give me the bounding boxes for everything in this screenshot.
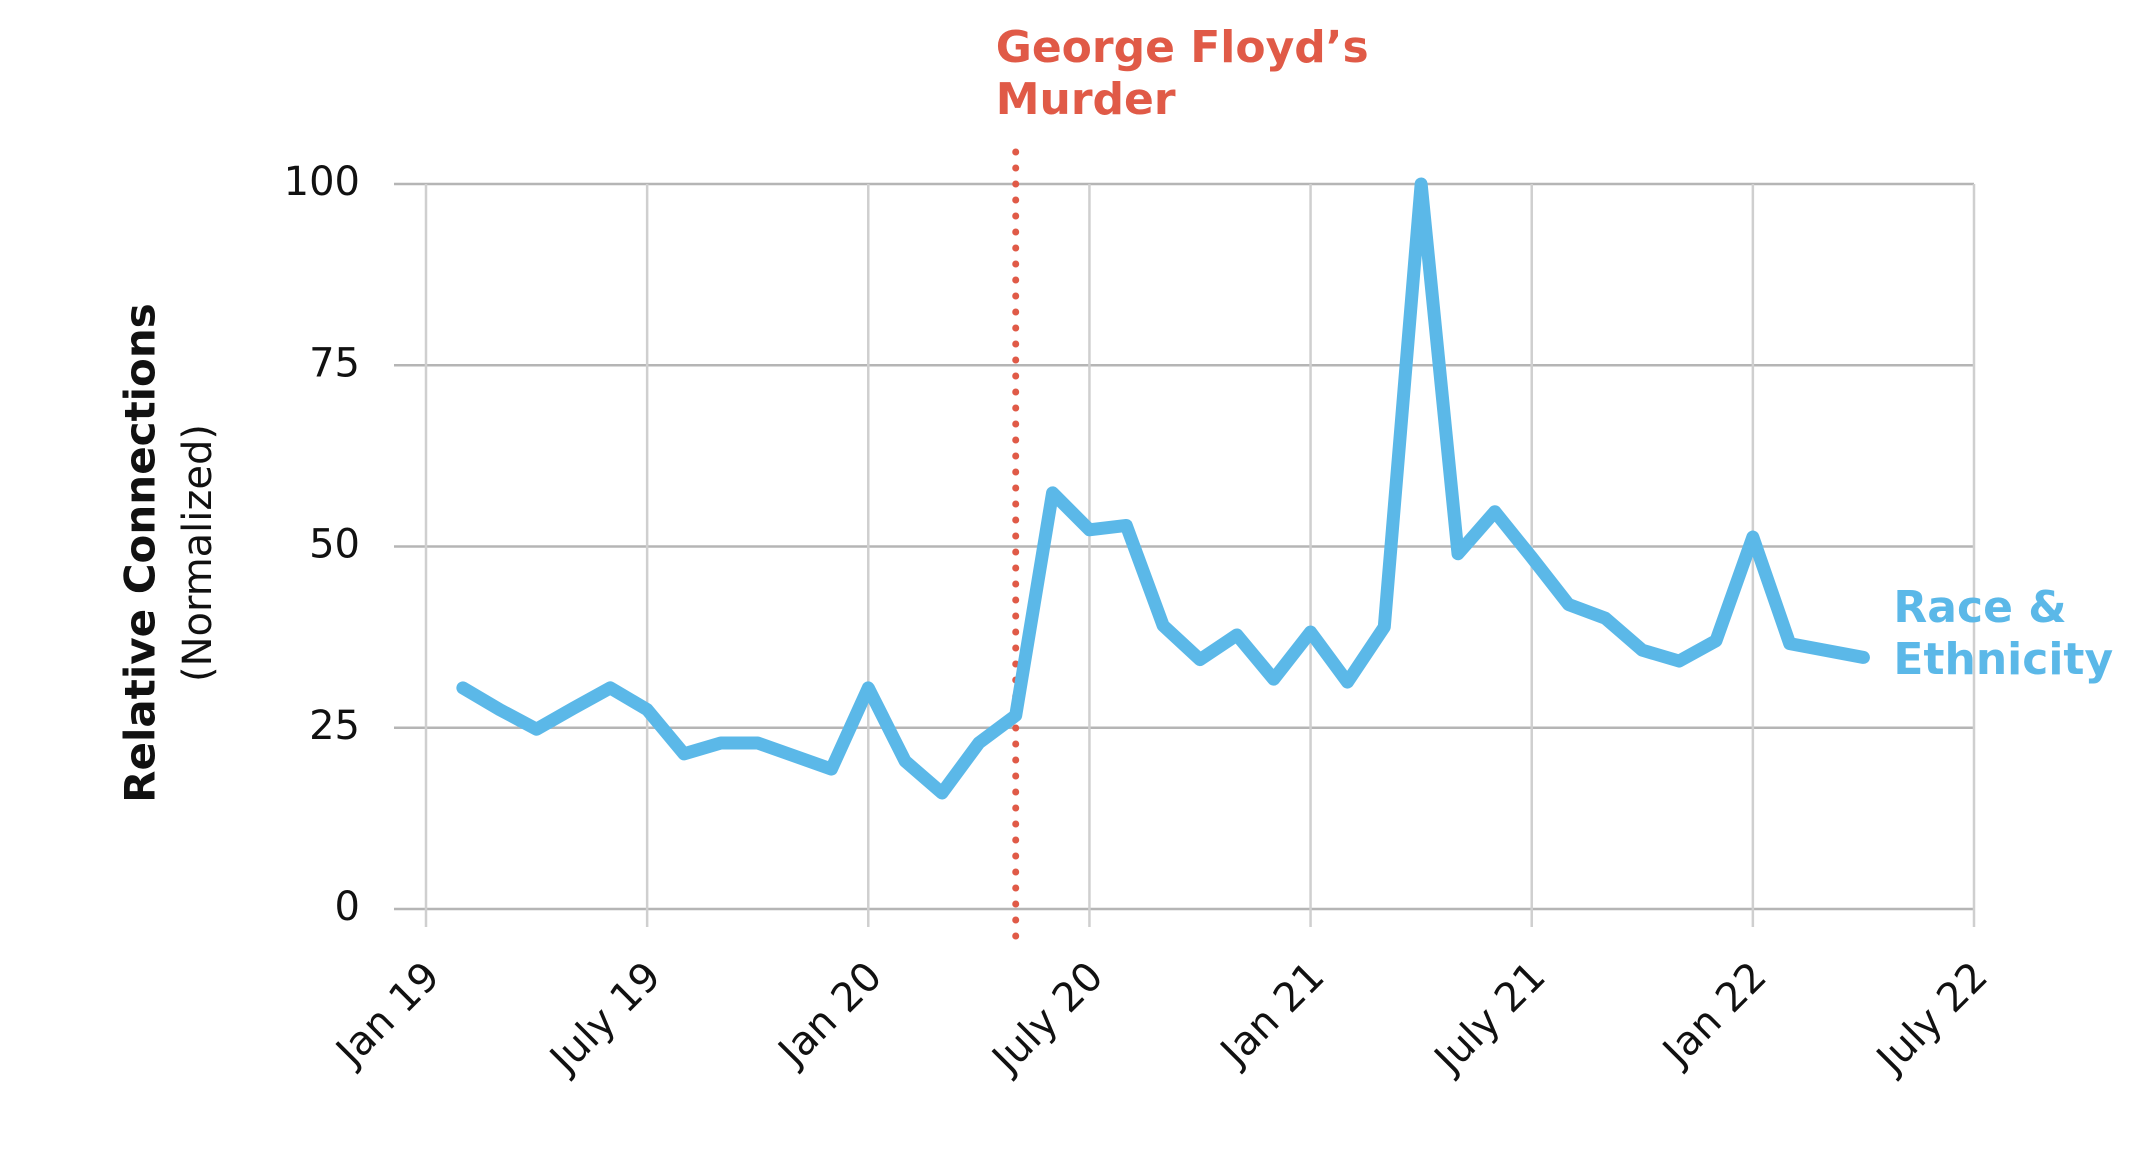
series-label: Race & Ethnicity <box>1893 582 2114 686</box>
y-axis-label: Relative Connections <box>116 303 165 803</box>
x-tick-label: Jan 20 <box>768 953 891 1076</box>
x-tick-label: Jan 19 <box>326 953 449 1076</box>
x-tick-label: July 19 <box>539 953 669 1083</box>
y-axis-label-note: (Normalized) <box>175 424 221 682</box>
x-tick-label: July 20 <box>982 953 1112 1083</box>
x-tick-label: July 21 <box>1424 953 1554 1083</box>
y-tick-label: 0 <box>335 884 360 930</box>
x-tick-label: Jan 21 <box>1210 953 1333 1076</box>
grid <box>394 182 1976 927</box>
y-tick-label: 75 <box>309 340 360 386</box>
x-tick-label: Jan 22 <box>1652 953 1775 1076</box>
y-tick-label: 100 <box>284 159 360 205</box>
y-tick-label: 25 <box>309 703 360 749</box>
y-tick-label: 50 <box>309 522 360 568</box>
annotation: George Floyd’s Murder <box>995 22 1369 125</box>
x-tick-label: July 22 <box>1866 953 1996 1083</box>
data-line <box>456 177 1870 800</box>
